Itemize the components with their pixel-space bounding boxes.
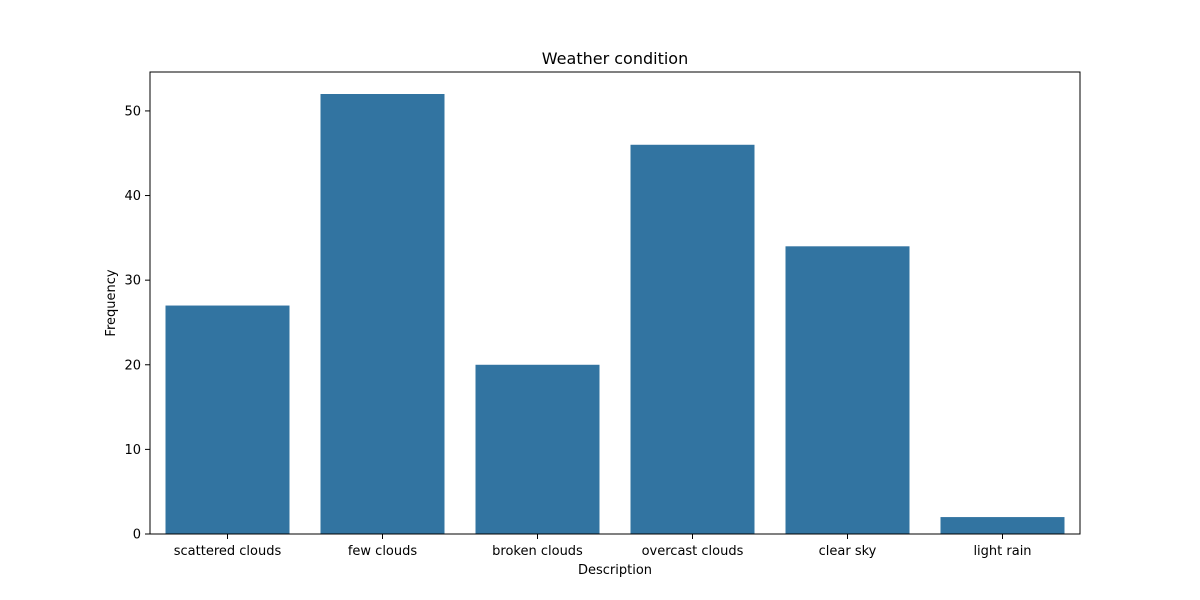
x-tick-label: light rain — [973, 544, 1031, 559]
plot-frame — [149, 71, 1081, 535]
bar-scattered-clouds — [165, 305, 290, 534]
y-tick-label: 10 — [124, 443, 141, 458]
y-tick-label: 30 — [124, 274, 141, 289]
y-axis-label: Frequency — [104, 269, 119, 336]
bar-few-clouds — [320, 94, 445, 534]
bars-group — [165, 94, 1065, 535]
x-tick-label: few clouds — [348, 544, 418, 559]
y-tick-label: 0 — [133, 528, 141, 543]
bar-light-rain — [940, 517, 1065, 534]
chart-title: Weather condition — [542, 49, 688, 68]
bar-broken-clouds — [475, 364, 600, 534]
y-tick-label: 50 — [124, 104, 141, 119]
x-tick-label: broken clouds — [492, 544, 583, 559]
x-tick-label: clear sky — [819, 544, 877, 559]
y-axis-ticks: 0 10 20 30 40 50 — [124, 104, 150, 543]
x-axis-label: Description — [578, 563, 652, 578]
y-tick-label: 40 — [124, 189, 141, 204]
x-tick-label: overcast clouds — [642, 544, 744, 559]
x-tick-label: scattered clouds — [174, 544, 282, 559]
y-tick-label: 20 — [124, 358, 141, 373]
bar-overcast-clouds — [630, 144, 755, 534]
bar-clear-sky — [785, 246, 910, 535]
x-axis-ticks: scattered clouds few clouds broken clouds o… — [174, 534, 1032, 559]
